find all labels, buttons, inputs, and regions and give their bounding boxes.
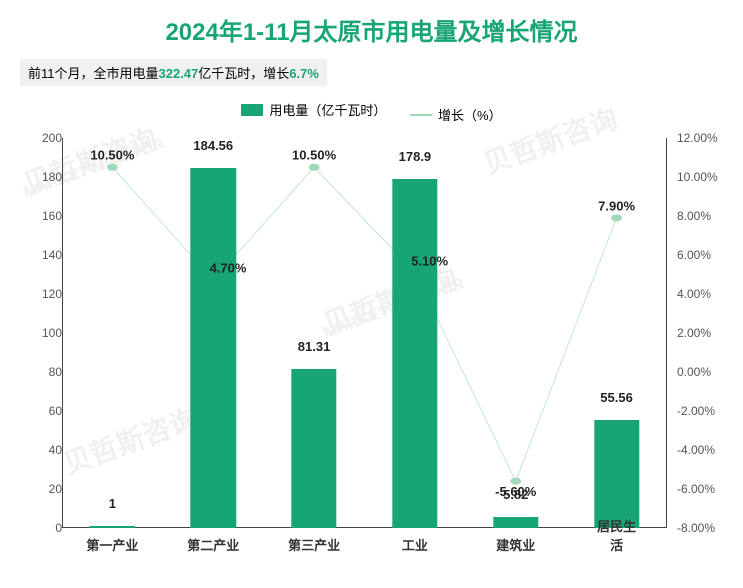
- y-right-tick: 0.00%: [677, 365, 727, 379]
- chart-legend: 用电量（亿千瓦时） 增长（%）: [0, 92, 743, 128]
- x-axis-label: 居民生活: [591, 516, 641, 554]
- y-right-tick: 10.00%: [677, 170, 727, 184]
- bar: [493, 517, 538, 528]
- bar: [291, 369, 336, 528]
- subtitle-prefix: 前11个月，全市用电量: [28, 66, 159, 81]
- y-left-tick: 0: [20, 521, 62, 535]
- y-axis-right: -8.00%-6.00%-4.00%-2.00%0.00%2.00%4.00%6…: [673, 138, 723, 528]
- line-value-label: -5.60%: [495, 484, 536, 499]
- bar-value-label: 81.31: [298, 339, 331, 354]
- x-axis-label: 工业: [402, 535, 428, 554]
- bar-value-label: 184.56: [193, 138, 233, 153]
- y-axis-line: [666, 138, 667, 528]
- bar-value-label: 178.9: [399, 149, 432, 164]
- legend-line-swatch: [410, 114, 432, 116]
- y-left-tick: 80: [20, 365, 62, 379]
- chart-area: 0 20 40 60 80 100 120 140 160 180 200 -8.00%-6.00%…: [20, 128, 723, 558]
- subtitle-value2: 6.7%: [289, 66, 319, 81]
- y-right-tick: -2.00%: [677, 404, 727, 418]
- subtitle-box: 前11个月，全市用电量322.47亿千瓦时，增长6.7%: [20, 59, 327, 86]
- y-left-tick: 40: [20, 443, 62, 457]
- y-left-tick: 100: [20, 326, 62, 340]
- y-right-tick: -4.00%: [677, 443, 727, 457]
- bar: [90, 526, 135, 528]
- y-right-tick: 2.00%: [677, 326, 727, 340]
- bar: [594, 420, 639, 528]
- line-marker: [611, 214, 622, 221]
- bar: [191, 168, 236, 528]
- x-axis-label: 建筑业: [496, 535, 535, 554]
- x-axis: 第一产业第二产业第三产业工业建筑业居民生活: [62, 530, 667, 558]
- y-right-tick: -6.00%: [677, 482, 727, 496]
- y-axis-left: 020406080100120140160180200: [20, 138, 62, 528]
- y-right-tick: 12.00%: [677, 131, 727, 145]
- y-left-tick: 180: [20, 170, 62, 184]
- line-value-label: 7.90%: [598, 198, 635, 213]
- line-value-label: 5.10%: [411, 253, 448, 268]
- legend-bar-swatch: [241, 104, 263, 116]
- line-value-label: 10.50%: [292, 148, 336, 163]
- subtitle-mid: 亿千瓦时，增长: [198, 66, 289, 81]
- x-axis-label: 第二产业: [187, 535, 239, 554]
- y-right-tick: 4.00%: [677, 287, 727, 301]
- growth-polyline: [112, 167, 616, 481]
- legend-line: 增长（%）: [410, 105, 502, 124]
- legend-bar-label: 用电量（亿千瓦时）: [269, 100, 386, 119]
- y-right-tick: 8.00%: [677, 209, 727, 223]
- bar-value-label: 1: [109, 496, 116, 511]
- growth-line: [62, 138, 667, 528]
- line-value-label: 4.70%: [210, 261, 247, 276]
- chart-title: 2024年1-11月太原市用电量及增长情况: [0, 0, 743, 53]
- chart-subtitle: 前11个月，全市用电量322.47亿千瓦时，增长6.7%: [0, 53, 743, 92]
- line-marker: [309, 164, 320, 171]
- x-axis-line: [62, 527, 667, 528]
- x-axis-label: 第一产业: [86, 535, 138, 554]
- y-right-tick: 6.00%: [677, 248, 727, 262]
- bar: [392, 179, 437, 528]
- plot-area: 1184.5681.31178.95.8255.5610.50%4.70%10.…: [62, 138, 667, 528]
- y-left-tick: 20: [20, 482, 62, 496]
- y-left-tick: 160: [20, 209, 62, 223]
- y-left-tick: 120: [20, 287, 62, 301]
- legend-bar: 用电量（亿千瓦时）: [241, 100, 386, 119]
- subtitle-value1: 322.47: [159, 66, 199, 81]
- y-left-tick: 200: [20, 131, 62, 145]
- bar-value-label: 55.56: [600, 390, 633, 405]
- line-value-label: 10.50%: [90, 148, 134, 163]
- y-left-tick: 60: [20, 404, 62, 418]
- y-right-tick: -8.00%: [677, 521, 727, 535]
- y-axis-line: [62, 138, 63, 528]
- legend-line-label: 增长（%）: [438, 105, 502, 124]
- x-axis-label: 第三产业: [288, 535, 340, 554]
- line-marker: [107, 164, 118, 171]
- y-left-tick: 140: [20, 248, 62, 262]
